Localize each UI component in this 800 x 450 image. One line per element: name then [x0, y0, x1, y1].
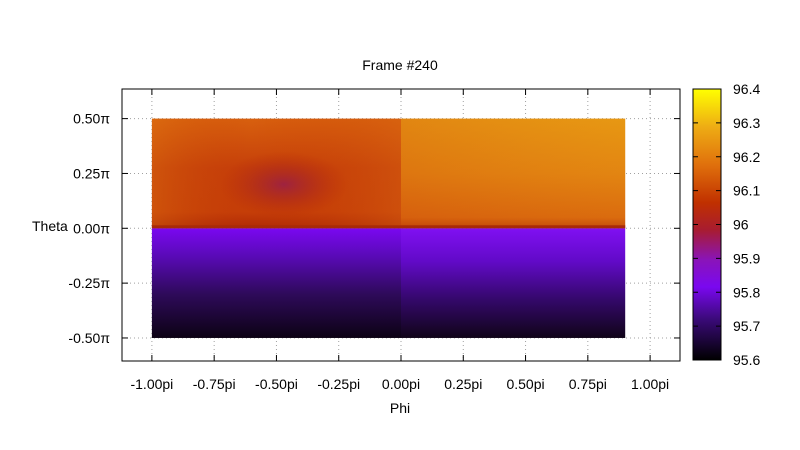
heatmap-region-upper-right-shade: [401, 118, 626, 229]
x-tick-label: -1.00pi: [130, 376, 173, 392]
colorbar-tick-label: 96: [733, 217, 749, 233]
x-tick-label: -0.25pi: [317, 376, 360, 392]
y-tick-label: 0.00π: [73, 220, 110, 236]
x-tick-label: -0.75pi: [193, 376, 236, 392]
heatmap-region-lower-right: [401, 228, 626, 338]
colorbar-tick-label: 95.6: [733, 352, 760, 368]
colorbar-tick-label: 96.2: [733, 149, 760, 165]
x-axis: -1.00pi -0.75pi -0.50pi -0.25pi 0.00pi 0.25pi…: [130, 89, 669, 392]
y-axis: 0.50π 0.25π 0.00π -0.25π -0.50π: [68, 111, 680, 346]
x-tick-label: 0.00pi: [382, 376, 420, 392]
colorbar-tick-label: 95.8: [733, 284, 760, 300]
colorbar-ticks: 96.4 96.3 96.2 96.1 96 95.9 95.8 95.7 95.6: [693, 81, 760, 368]
colorbar-tick-label: 95.7: [733, 318, 760, 334]
x-axis-label: Phi: [390, 400, 410, 416]
heatmap-hotspot: [219, 151, 349, 218]
colorbar-tick-label: 95.9: [733, 250, 760, 266]
heatmap: [151, 118, 626, 338]
y-tick-label: 0.50π: [73, 111, 110, 127]
colorbar-tick-label: 96.4: [733, 81, 760, 97]
y-tick-label: 0.25π: [73, 165, 110, 181]
heatmap-equator-band: [151, 225, 626, 229]
colorbar-tick-label: 96.1: [733, 183, 760, 199]
y-axis-label: Theta: [32, 218, 68, 234]
y-tick-label: -0.25π: [68, 275, 110, 291]
x-tick-label: 0.75pi: [569, 376, 607, 392]
x-tick-label: 0.25pi: [444, 376, 482, 392]
x-tick-label: 0.50pi: [506, 376, 544, 392]
heatmap-region-lower-left: [151, 228, 401, 338]
colorbar: 96.4 96.3 96.2 96.1 96 95.9 95.8 95.7 95.6: [692, 81, 760, 368]
x-tick-label: -0.50pi: [255, 376, 298, 392]
y-tick-label: -0.50π: [68, 330, 110, 346]
x-tick-label: 1.00pi: [631, 376, 669, 392]
chart-title: Frame #240: [362, 57, 438, 73]
colorbar-tick-label: 96.3: [733, 115, 760, 131]
